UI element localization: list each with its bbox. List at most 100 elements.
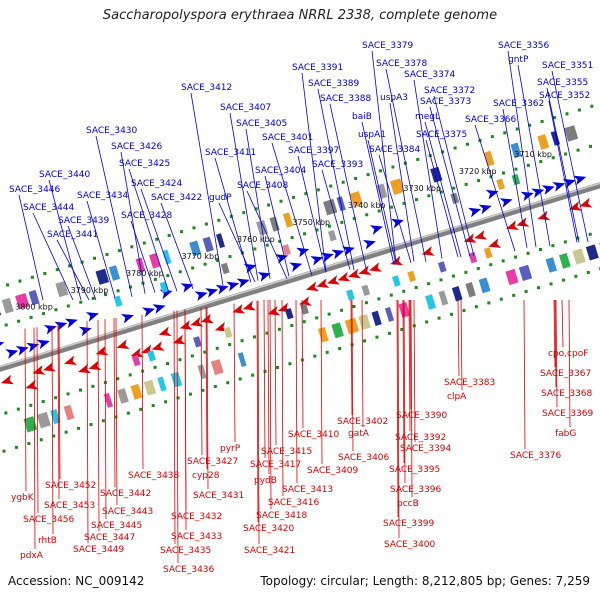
leader-line <box>57 324 60 500</box>
feature-box <box>331 322 344 339</box>
gene-label-top: SACE_3422 <box>151 193 202 203</box>
forward-gene-arrow <box>478 204 492 215</box>
tick-dot <box>378 169 382 173</box>
tick-dot <box>329 184 333 188</box>
tick-dot <box>190 354 194 358</box>
gene-label-top: SACE_3393 <box>312 160 363 170</box>
leader-line <box>413 299 416 443</box>
gene-label-bottom: cpo,cpoF <box>548 349 588 359</box>
leader-line <box>218 202 256 283</box>
feature-box <box>564 125 579 142</box>
gene-label-bottom: SACE_3447 <box>84 533 135 543</box>
feature-box <box>371 310 382 326</box>
tick-dot <box>201 388 205 392</box>
leader-line <box>517 64 551 247</box>
reverse-gene-arrow <box>190 316 204 327</box>
feature-box <box>170 371 183 388</box>
gene-label-top: SACE_3441 <box>47 230 98 240</box>
gene-label-bottom: SACE_3409 <box>307 466 359 476</box>
leader-line <box>329 103 367 269</box>
leader-line <box>24 328 27 492</box>
tick-dot <box>514 167 518 171</box>
tick-dot <box>213 385 217 389</box>
tick-dot <box>104 293 108 297</box>
leader-line <box>402 299 405 464</box>
tick-dot <box>27 442 31 446</box>
gene-label-top: SACE_3401 <box>262 133 313 143</box>
feature-box <box>95 268 110 285</box>
forward-gene-arrow <box>499 198 513 208</box>
tick-dot <box>55 268 59 272</box>
feature-box <box>55 281 69 298</box>
tick-dot <box>453 146 457 150</box>
gene-label-top: megL <box>415 112 440 122</box>
tick-dot <box>178 358 182 362</box>
tick-dot <box>4 411 8 415</box>
forward-gene-arrow <box>391 218 404 229</box>
tick-dot <box>68 264 72 268</box>
gene-label-top: SACE_3352 <box>539 91 590 101</box>
tick-dot <box>14 445 18 449</box>
feature-box <box>36 411 51 429</box>
tick-dot <box>499 297 503 301</box>
tick-dot <box>462 309 466 313</box>
tick-dot <box>365 213 369 217</box>
feature-box <box>130 383 143 400</box>
reverse-gene-arrow <box>474 230 488 240</box>
tick-dot <box>166 362 170 366</box>
tick-dot <box>52 434 56 438</box>
tick-dot <box>66 304 70 308</box>
gene-label-bottom: fabG <box>555 429 576 439</box>
leader-line <box>555 299 558 408</box>
tick-dot <box>563 240 567 244</box>
tick-dot <box>151 404 155 408</box>
tick-dot <box>316 188 320 192</box>
leader-line <box>269 299 272 510</box>
leader-line <box>350 299 353 416</box>
kbp-tick-label: 3760 kbp <box>237 235 275 244</box>
gene-label-top: gudP <box>209 193 232 203</box>
tick-dot <box>304 192 308 196</box>
forward-gene-arrow <box>0 341 5 346</box>
reverse-gene-arrow <box>505 220 519 230</box>
tick-dot <box>129 285 133 289</box>
gene-label-top: SACE_3424 <box>131 179 183 189</box>
tick-dot <box>574 274 578 278</box>
tick-dot <box>427 282 431 286</box>
gene-label-bottom: SACE_3456 <box>23 515 75 525</box>
feature-box <box>189 240 202 257</box>
forward-gene-arrow <box>341 246 355 256</box>
gene-label-top: SACE_3375 <box>416 130 467 140</box>
leader-line <box>113 317 116 488</box>
leader-line <box>141 314 144 470</box>
tick-dot <box>590 104 594 108</box>
reverse-gene-arrow <box>316 278 330 288</box>
feature-box <box>585 244 599 261</box>
feature-box <box>392 275 401 287</box>
leader-line <box>474 124 516 252</box>
leader-line <box>67 225 97 301</box>
forward-gene-arrow <box>205 288 219 298</box>
gene-label-top: SACE_3373 <box>420 97 471 107</box>
tick-dot <box>576 148 580 152</box>
feature-box <box>407 270 416 282</box>
tick-dot <box>116 377 120 381</box>
reverse-gene-arrow <box>130 347 144 358</box>
kbp-tick-label: 3730 kbp <box>403 184 441 193</box>
kbp-ticks: 3710 kbp 3720 kbp 3730 kbp 3740 kbp 3750 kbp… <box>15 150 552 312</box>
reverse-gene-arrow <box>463 233 477 243</box>
forward-gene-arrow <box>26 342 40 353</box>
tick-dot <box>538 247 542 251</box>
tick-dot <box>114 415 118 419</box>
feature-box <box>425 294 436 310</box>
tick-dot <box>441 150 445 154</box>
feature-box <box>468 251 478 264</box>
gene-label-top: SACE_3430 <box>86 126 138 136</box>
leader-line <box>115 317 118 506</box>
gene-label-bottom: SACE_3369 <box>542 409 594 419</box>
leader-line <box>551 70 589 243</box>
gene-label-top: uspA1 <box>358 130 386 140</box>
forward-gene-arrow <box>43 325 57 335</box>
leader-line <box>58 324 61 480</box>
tick-dot <box>427 194 431 198</box>
